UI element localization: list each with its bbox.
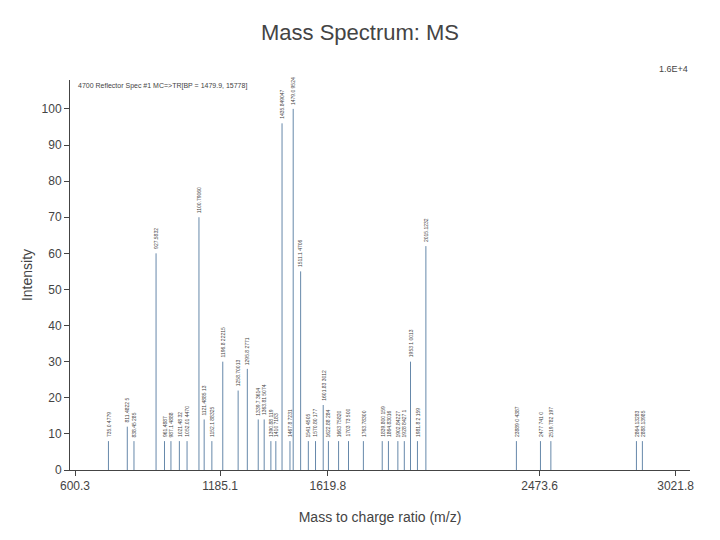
svg-text:600.3: 600.3	[60, 479, 90, 493]
svg-text:2015.1232: 2015.1232	[423, 218, 429, 242]
svg-text:60: 60	[48, 247, 62, 261]
svg-text:1663 75820: 1663 75820	[336, 411, 342, 438]
svg-text:50: 50	[48, 283, 62, 297]
svg-text:2519.782 197: 2519.782 197	[548, 407, 554, 438]
svg-text:Intensity: Intensity	[19, 249, 35, 301]
svg-text:1703 73 500: 1703 73 500	[345, 409, 351, 437]
svg-text:1410 7183: 1410 7183	[273, 413, 279, 437]
svg-text:1100.79060: 1100.79060	[196, 187, 202, 213]
svg-text:961.4887: 961.4887	[162, 416, 168, 437]
svg-text:20: 20	[48, 391, 62, 405]
svg-text:1541 4505: 1541 4505	[305, 414, 311, 438]
svg-text:1619.8: 1619.8	[310, 479, 347, 493]
svg-text:1258.70013: 1258.70013	[235, 360, 241, 387]
svg-text:1981.8 2 159: 1981.8 2 159	[415, 408, 421, 437]
svg-text:1570.80 177: 1570.80 177	[312, 409, 318, 437]
svg-text:1839.800 159: 1839.800 159	[380, 406, 386, 437]
svg-text:Mass Spectrum: MS: Mass Spectrum: MS	[261, 20, 459, 45]
svg-text:1363.81 5074: 1363.81 5074	[261, 384, 267, 415]
svg-text:70: 70	[48, 210, 62, 224]
svg-text:3021.8: 3021.8	[657, 479, 694, 493]
svg-text:1479.0 9524: 1479.0 9524	[290, 77, 296, 105]
svg-text:1864.83016: 1864.83016	[386, 410, 392, 437]
svg-text:1052.01 4470: 1052.01 4470	[184, 406, 190, 437]
svg-text:1467.8 7231: 1467.8 7231	[287, 409, 293, 437]
svg-text:2473.6: 2473.6	[521, 479, 558, 493]
svg-text:90: 90	[48, 138, 62, 152]
svg-text:1511.1 4706: 1511.1 4706	[297, 239, 303, 267]
svg-text:838.45 285: 838.45 285	[131, 412, 137, 437]
svg-text:1196.8 22215: 1196.8 22215	[220, 327, 226, 357]
svg-text:1295.8 2771: 1295.8 2771	[244, 337, 250, 365]
svg-text:1902.84227: 1902.84227	[395, 411, 401, 438]
svg-text:1953 1 0013: 1953 1 0013	[408, 329, 414, 357]
svg-text:2864.13283: 2864.13283	[634, 410, 640, 437]
svg-text:1121.4885 13: 1121.4885 13	[201, 385, 207, 415]
svg-text:1622.88 284: 1622.88 284	[325, 410, 331, 438]
svg-text:10: 10	[48, 427, 62, 441]
svg-text:0: 0	[55, 463, 62, 477]
svg-text:811.4822 5: 811.4822 5	[124, 398, 130, 423]
svg-text:80: 80	[48, 174, 62, 188]
svg-text:1021.48 32: 1021.48 32	[177, 412, 183, 437]
svg-text:735.0 4779: 735.0 4779	[106, 412, 112, 437]
svg-text:2477 741 0: 2477 741 0	[538, 412, 544, 437]
svg-text:40: 40	[48, 319, 62, 333]
svg-text:927.5832: 927.5832	[153, 228, 159, 249]
svg-text:4700 Reflector Spec #1 MC=>TR[: 4700 Reflector Spec #1 MC=>TR[BP = 1479.…	[78, 82, 247, 90]
svg-text:1390.88 119: 1390.88 119	[268, 409, 274, 437]
svg-text:30: 30	[48, 355, 62, 369]
svg-text:2888.13985: 2888.13985	[640, 410, 646, 437]
svg-text:987.1 4888: 987.1 4888	[168, 412, 174, 437]
svg-text:1928 8427 1: 1928 8427 1	[401, 409, 407, 437]
svg-text:1152.1 88325: 1152.1 88325	[209, 407, 215, 437]
svg-text:1185.1: 1185.1	[202, 479, 238, 493]
svg-text:1763.78300: 1763.78300	[361, 410, 367, 437]
svg-text:100: 100	[42, 102, 62, 116]
svg-text:1339.7 3614: 1339.7 3614	[255, 388, 261, 416]
svg-text:1435.849047: 1435.849047	[279, 89, 285, 118]
svg-text:23889 0 4387: 23889 0 4387	[514, 406, 520, 437]
svg-text:Mass to charge ratio (m/z): Mass to charge ratio (m/z)	[299, 509, 462, 525]
svg-text:1601.83 3012: 1601.83 3012	[321, 370, 327, 401]
svg-text:1.6E+4: 1.6E+4	[659, 64, 688, 74]
